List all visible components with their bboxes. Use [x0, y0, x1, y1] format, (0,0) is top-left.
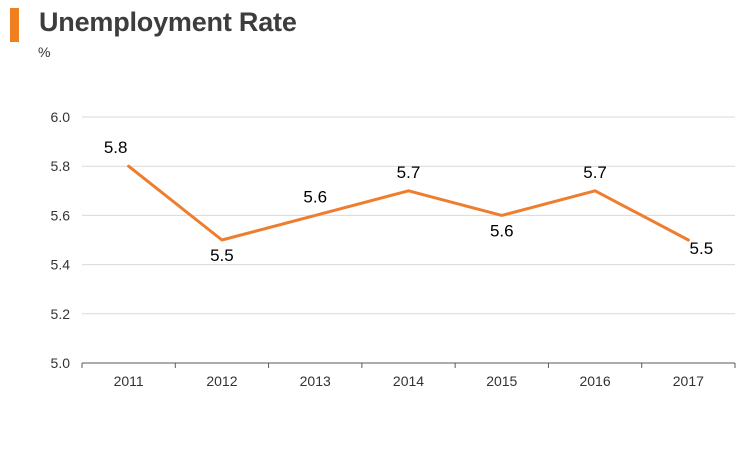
- data-label: 5.5: [690, 239, 714, 258]
- x-tick-label: 2013: [300, 373, 331, 389]
- y-tick-label: 5.2: [51, 306, 71, 322]
- x-tick-label: 2017: [673, 373, 704, 389]
- x-axis: 2011 2012 2013 2014 2015 2016 2017: [81, 362, 736, 389]
- title-accent-bar: [10, 8, 19, 42]
- data-label: 5.7: [397, 163, 421, 182]
- y-tick-label: 5.4: [51, 257, 71, 273]
- x-tick-label: 2014: [393, 373, 424, 389]
- y-tick-label: 5.0: [51, 355, 71, 371]
- y-axis: 5.0 5.2 5.4 5.6 5.8 6.0: [51, 109, 71, 371]
- y-tick-label: 5.6: [51, 207, 71, 223]
- x-tick-label: 2011: [114, 373, 144, 389]
- chart-title: Unemployment Rate: [39, 7, 297, 37]
- x-tick-label: 2015: [486, 373, 517, 389]
- series-line: [127, 164, 690, 242]
- data-label: 5.6: [490, 221, 514, 240]
- data-label: 5.7: [583, 163, 607, 182]
- data-label: 5.6: [303, 187, 327, 206]
- gridlines: [82, 116, 735, 315]
- data-label: 5.8: [104, 138, 128, 157]
- y-tick-label: 5.8: [51, 158, 71, 174]
- x-tick-label: 2012: [206, 373, 237, 389]
- data-label: 5.5: [210, 246, 234, 265]
- x-tick-label: 2016: [579, 373, 610, 389]
- data-labels: 5.8 5.5 5.6 5.7 5.6 5.7 5.5: [104, 138, 713, 265]
- y-tick-label: 6.0: [51, 109, 71, 125]
- y-axis-unit-label: %: [38, 44, 51, 60]
